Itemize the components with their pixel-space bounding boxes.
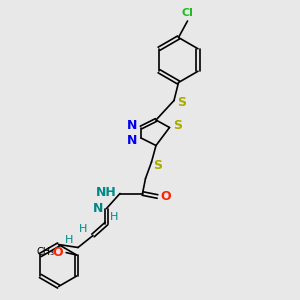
Text: CH₃: CH₃ bbox=[36, 247, 54, 257]
Text: S: S bbox=[153, 159, 162, 172]
Text: H: H bbox=[110, 212, 118, 222]
Text: O: O bbox=[52, 245, 63, 259]
Text: O: O bbox=[160, 190, 171, 203]
Text: S: S bbox=[173, 118, 182, 132]
Text: N: N bbox=[127, 118, 137, 132]
Text: S: S bbox=[177, 95, 186, 109]
Text: H: H bbox=[79, 224, 88, 234]
Text: Cl: Cl bbox=[182, 8, 194, 18]
Text: N: N bbox=[93, 202, 104, 215]
Text: NH: NH bbox=[96, 185, 116, 199]
Text: N: N bbox=[127, 134, 137, 147]
Text: H: H bbox=[65, 235, 74, 245]
